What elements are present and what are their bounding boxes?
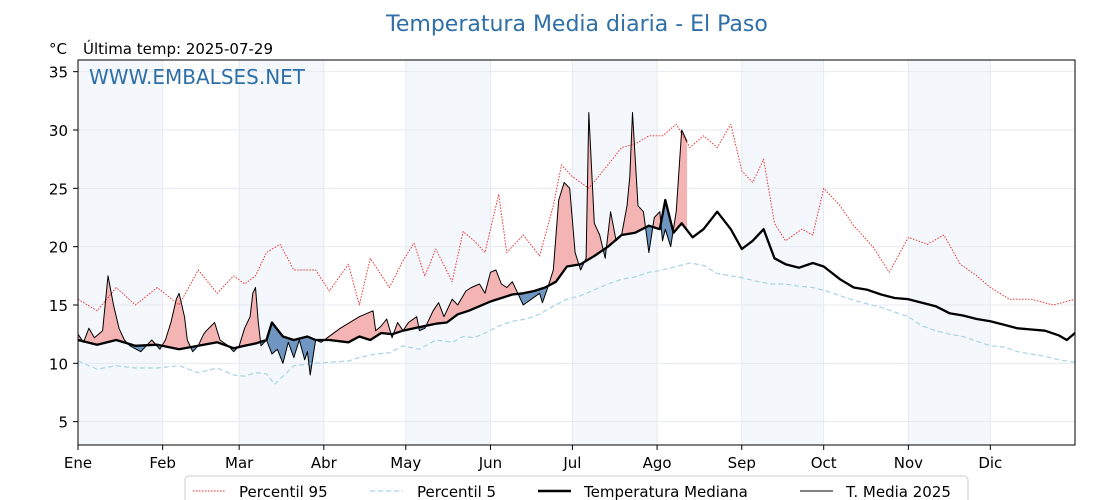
anomaly-above-16: [324, 310, 392, 343]
x-tick-label-dic: Dic: [978, 454, 1002, 472]
series-line-percentil-5: [77, 262, 1076, 385]
series-line-percentil-95: [77, 123, 1076, 312]
month-shade-sep: [741, 60, 824, 445]
anomaly-above-2: [84, 275, 128, 345]
legend-box: [184, 475, 969, 500]
x-tick-label-abr: Abr: [311, 454, 338, 472]
legend-label-current: T. Media 2025: [845, 483, 951, 500]
plot-frame: [77, 59, 1076, 446]
y-tick-label-5: 5: [58, 414, 68, 432]
month-shade-jul: [572, 60, 658, 445]
x-tick-label-mar: Mar: [225, 454, 254, 472]
chart-title: Temperatura Media diaria - El Paso: [385, 12, 768, 37]
x-tick-label-may: May: [390, 454, 421, 472]
x-tick-label-sep: Sep: [728, 454, 756, 472]
series-lines: [77, 112, 1076, 385]
x-tick-label-oct: Oct: [811, 454, 837, 472]
anomaly-below-13: [267, 322, 316, 375]
anomaly-below-21: [518, 285, 549, 305]
watermark: WWW.EMBALSES.NET: [89, 65, 306, 89]
x-tick-label-ago: Ago: [643, 454, 672, 472]
month-shading: [78, 60, 991, 445]
x-tick-label-jun: Jun: [478, 454, 502, 472]
anomaly-below-29: [646, 225, 653, 253]
month-shade-mar: [239, 60, 324, 445]
last-temp-label: Última temp: 2025-07-29: [83, 39, 273, 58]
anomaly-above-24: [584, 112, 604, 262]
anomaly-above-8: [198, 322, 229, 347]
y-tick-label-20: 20: [49, 239, 68, 257]
y-tick-label-15: 15: [49, 297, 68, 315]
x-tick-label-nov: Nov: [894, 454, 923, 472]
anomaly-above-22: [548, 182, 580, 286]
legend-label-median: Temperatura Mediana: [583, 483, 748, 500]
month-shade-nov: [908, 60, 991, 445]
anomaly-above-26: [606, 211, 617, 248]
y-tick-label-35: 35: [49, 64, 68, 82]
anomaly-below-31: [661, 200, 674, 247]
x-tick-label-ene: Ene: [64, 454, 92, 472]
x-axis: Ene Feb Mar Abr May Jun Jul Ago Sep Oct Nov Dic: [64, 445, 1002, 472]
y-tick-label-10: 10: [49, 355, 68, 373]
anomaly-above-20: [426, 270, 519, 326]
series-line-t-media-2025: [77, 112, 688, 376]
grid-lines: [77, 60, 1075, 445]
anomaly-above-30: [653, 211, 662, 230]
month-shade-ene: [78, 60, 163, 445]
series-line-temperatura-mediana: [77, 198, 1076, 351]
legend-label-p5: Percentil 5: [417, 483, 496, 500]
anomaly-above-6: [162, 293, 191, 350]
anomaly-above-28: [621, 112, 647, 235]
y-tick-label-25: 25: [49, 180, 68, 198]
x-tick-label-jul: Jul: [562, 454, 581, 472]
y-tick-label-30: 30: [49, 122, 68, 140]
legend: Percentil 95 Percentil 5 Temperatura Med…: [184, 475, 969, 500]
month-shade-may: [405, 60, 491, 445]
legend-label-p95: Percentil 95: [239, 483, 328, 500]
anomaly-fills: [78, 112, 688, 375]
x-tick-label-feb: Feb: [149, 454, 176, 472]
unit-label: °C: [49, 40, 67, 58]
y-axis: 5 10 15 20 25 30 35: [49, 64, 78, 432]
